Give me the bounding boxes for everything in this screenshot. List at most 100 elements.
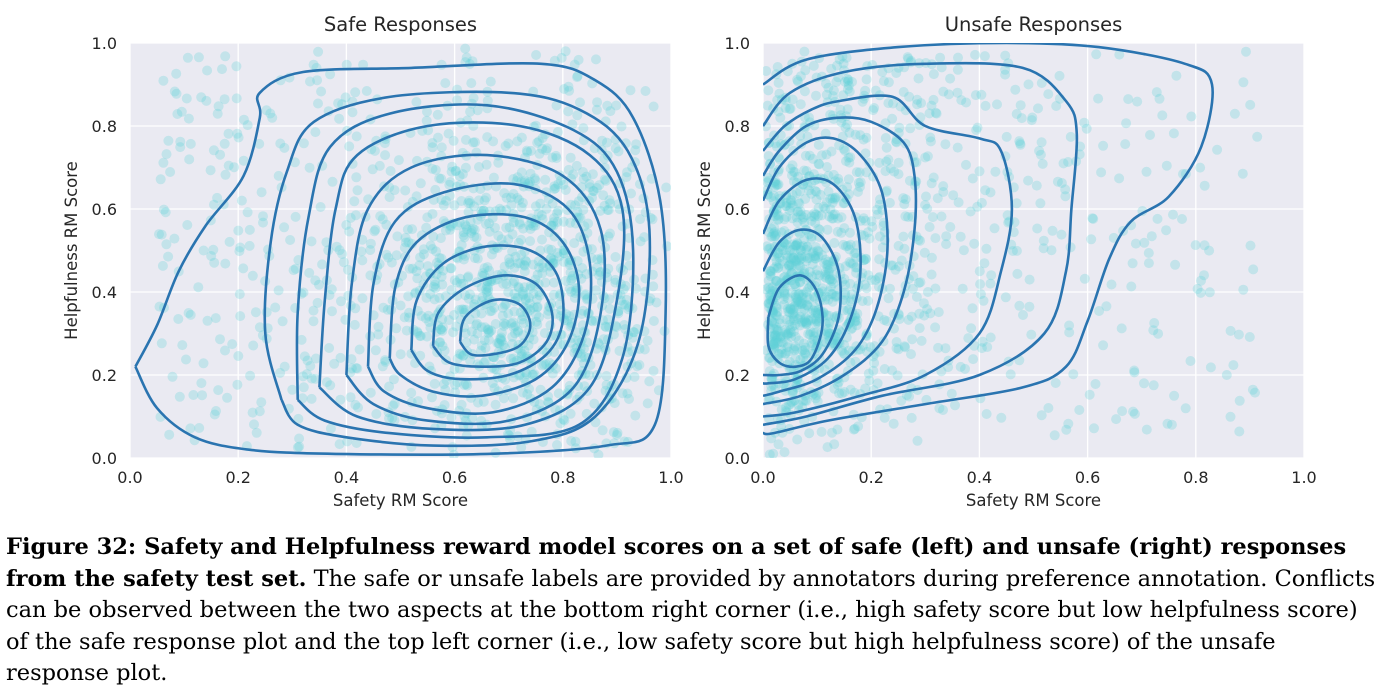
scatter-point [955, 361, 966, 372]
scatter-point [855, 130, 866, 141]
scatter-point [810, 393, 821, 404]
scatter-point [786, 195, 797, 206]
scatter-point [553, 179, 564, 190]
scatter-point [786, 331, 797, 342]
scatter-point [535, 384, 546, 395]
scatter-point [893, 261, 904, 272]
scatter-point [928, 172, 939, 183]
scatter-point [1161, 225, 1172, 236]
scatter-point [1002, 210, 1013, 221]
scatter-point [578, 173, 589, 184]
scatter-point [436, 173, 447, 184]
scatter-point [800, 395, 811, 406]
scatter-point [352, 363, 363, 374]
scatter-point [785, 198, 796, 209]
scatter-point [785, 253, 796, 264]
scatter-point [952, 64, 963, 75]
scatter-point [479, 263, 490, 274]
scatter-point [1190, 240, 1201, 251]
scatter-point [311, 353, 321, 364]
scatter-point [436, 59, 447, 70]
scatter-point [851, 167, 862, 178]
scatter-point [773, 214, 784, 224]
scatter-point [819, 258, 830, 269]
scatter-point [435, 233, 446, 244]
scatter-point [155, 174, 166, 185]
scatter-point [548, 254, 559, 265]
scatter-point [795, 186, 806, 197]
scatter-point [844, 127, 855, 138]
scatter-point [494, 339, 505, 350]
scatter-point [185, 423, 196, 434]
scatter-point [822, 263, 833, 274]
scatter-point [840, 145, 850, 156]
scatter-point [217, 64, 227, 75]
scatter-point [912, 435, 923, 446]
scatter-point [795, 354, 806, 365]
scatter-point [1195, 287, 1206, 298]
scatter-point [787, 213, 798, 224]
scatter-point [785, 325, 796, 335]
scatter-point [564, 85, 575, 96]
scatter-point [325, 423, 336, 434]
scatter-point [801, 319, 812, 329]
scatter-point [352, 185, 363, 196]
scatter-point [156, 338, 167, 349]
scatter-point [509, 262, 520, 273]
scatter-point [546, 253, 557, 263]
scatter-point [926, 178, 937, 189]
scatter-point [926, 269, 937, 280]
scatter-point [864, 233, 875, 244]
scatter-point [156, 229, 167, 240]
scatter-point [334, 439, 345, 450]
scatter-point [553, 388, 564, 399]
scatter-point [446, 285, 457, 295]
scatter-point [877, 67, 888, 77]
scatter-point [531, 316, 542, 327]
scatter-point [351, 438, 362, 448]
scatter-point [797, 214, 808, 225]
scatter-point [914, 308, 925, 319]
scatter-point [626, 188, 636, 199]
scatter-point [456, 239, 467, 250]
scatter-point [827, 289, 838, 300]
scatter-point [232, 128, 243, 139]
scatter-point [411, 266, 422, 277]
scatter-point [437, 279, 448, 290]
scatter-point [354, 344, 365, 355]
scatter-point [878, 76, 889, 87]
scatter-point [537, 258, 548, 269]
scatter-point [787, 244, 798, 255]
scatter-point [629, 327, 640, 338]
scatter-point [836, 345, 847, 356]
scatter-point [899, 341, 910, 352]
scatter-point [881, 185, 892, 196]
scatter-point [953, 197, 964, 208]
y-axis-label: Helpfulness RM Score [695, 161, 714, 340]
scatter-point [979, 258, 990, 269]
scatter-point [292, 442, 303, 453]
scatter-point [430, 283, 441, 294]
scatter-point [797, 292, 808, 303]
scatter-point [841, 156, 851, 167]
scatter-point [321, 377, 332, 388]
scatter-point [821, 273, 832, 284]
scatter-point [604, 303, 615, 314]
scatter-point [806, 231, 817, 242]
y-tick-label: 0.6 [725, 200, 750, 219]
scatter-point [880, 166, 891, 177]
scatter-point [473, 195, 484, 206]
scatter-point [522, 389, 533, 400]
scatter-point [1129, 365, 1140, 376]
scatter-point [594, 339, 605, 350]
scatter-point [771, 256, 782, 267]
scatter-point [493, 338, 504, 348]
scatter-point [811, 390, 822, 401]
scatter-point [1199, 180, 1210, 191]
scatter-point [549, 213, 560, 224]
scatter-point [508, 317, 519, 328]
scatter-point [810, 314, 821, 325]
scatter-point [888, 418, 899, 429]
chart-title: Unsafe Responses [945, 13, 1123, 36]
scatter-point [879, 364, 890, 374]
